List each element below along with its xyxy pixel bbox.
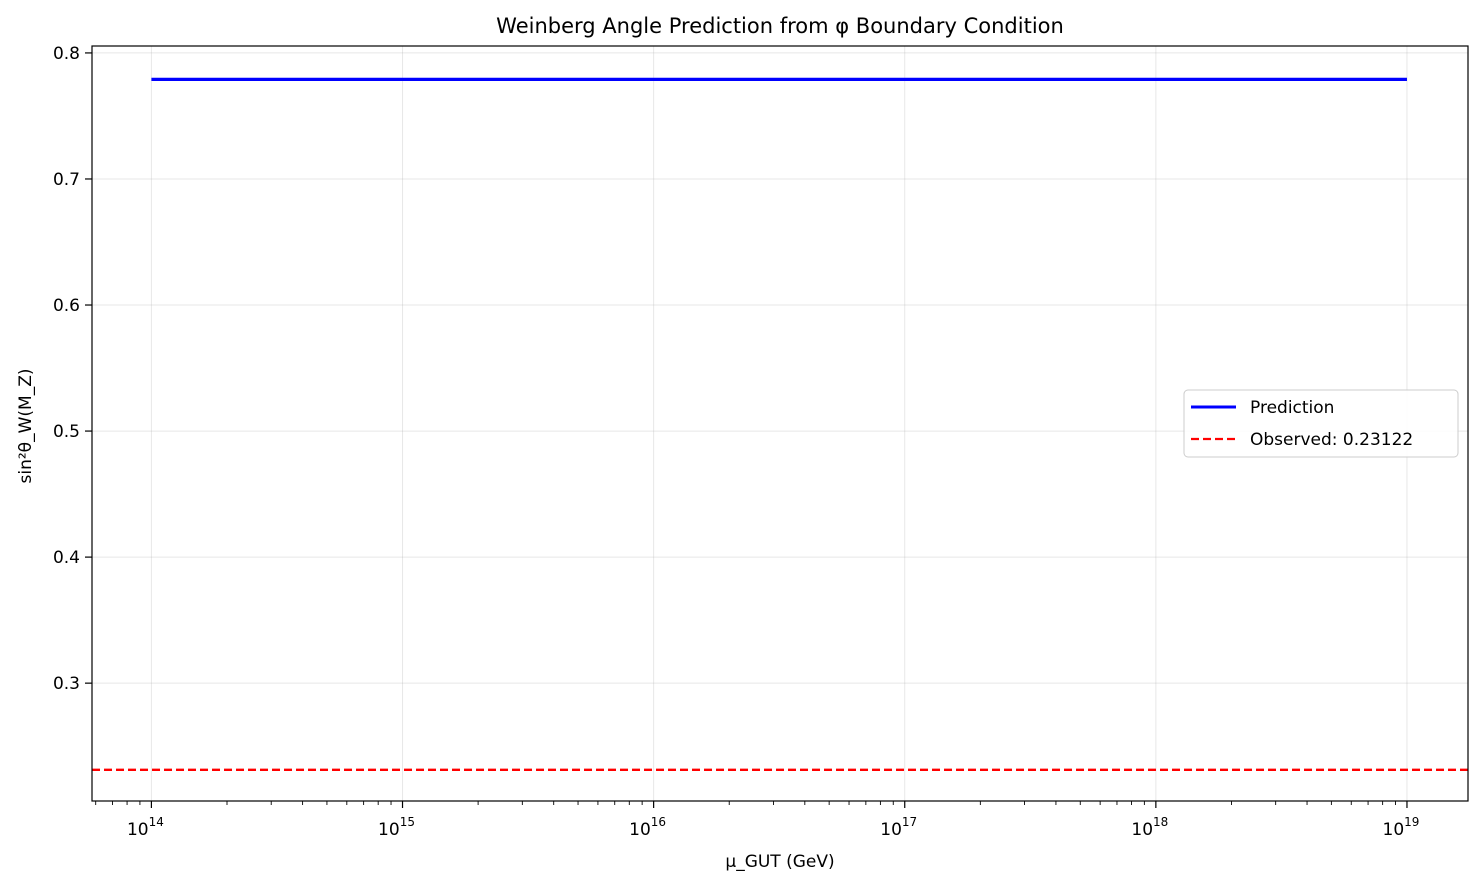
axis-ticks: 1014 1015 1016 1017 1018 1019 0.3 0.4 0.5 0.6 0.7 0… [53,44,1419,840]
legend-box [1183,389,1459,458]
y-axis-label: sin²θ_W(M_Z) [16,369,36,484]
y-tick-label: 0.5 [53,422,80,442]
y-tick-label: 0.7 [53,170,80,190]
legend-label-observed: Observed: 0.23122 [1250,430,1413,450]
x-axis-label: μ_GUT (GeV) [725,852,834,872]
x-tick-label: 1019 [1383,815,1420,840]
y-tick-label: 0.4 [53,548,80,568]
series-layer [92,77,1468,772]
x-tick-label: 1015 [378,815,415,840]
chart-title: Weinberg Angle Prediction from φ Boundar… [496,14,1064,38]
legend-label-prediction: Prediction [1250,398,1334,418]
y-tick-label: 0.8 [53,44,80,64]
plot-frame [91,45,1469,802]
y-tick-label: 0.6 [53,296,80,316]
x-tick-label: 1018 [1131,815,1168,840]
x-tick-label: 1016 [629,815,666,840]
legend: Prediction Observed: 0.23122 [1183,389,1459,458]
y-tick-label: 0.3 [53,674,80,694]
x-tick-label: 1017 [880,815,917,840]
x-tick-label: 1014 [127,815,164,840]
